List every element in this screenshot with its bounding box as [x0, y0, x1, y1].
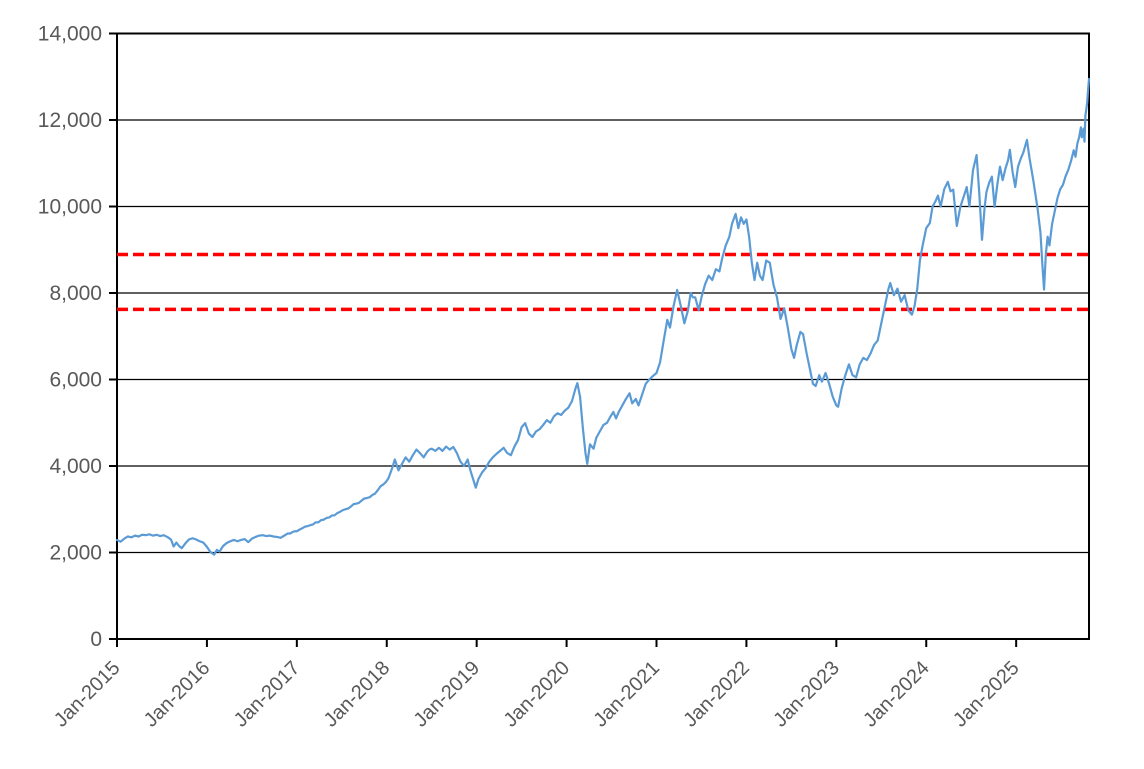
y-axis-tick-label: 14,000	[38, 23, 102, 46]
y-axis-tick-label: 12,000	[38, 109, 102, 132]
plot-border	[116, 32, 1090, 640]
y-axis-tick-label: 6,000	[49, 369, 102, 392]
y-axis-tick-label: 2,000	[49, 542, 102, 565]
y-axis-tick-label: 8,000	[49, 282, 102, 305]
series-line-index-level	[115, 77, 1091, 556]
y-axis-tick-label: 10,000	[38, 196, 102, 219]
y-axis-tick-label: 0	[90, 628, 102, 651]
y-axis-tick-label: 4,000	[49, 455, 102, 478]
